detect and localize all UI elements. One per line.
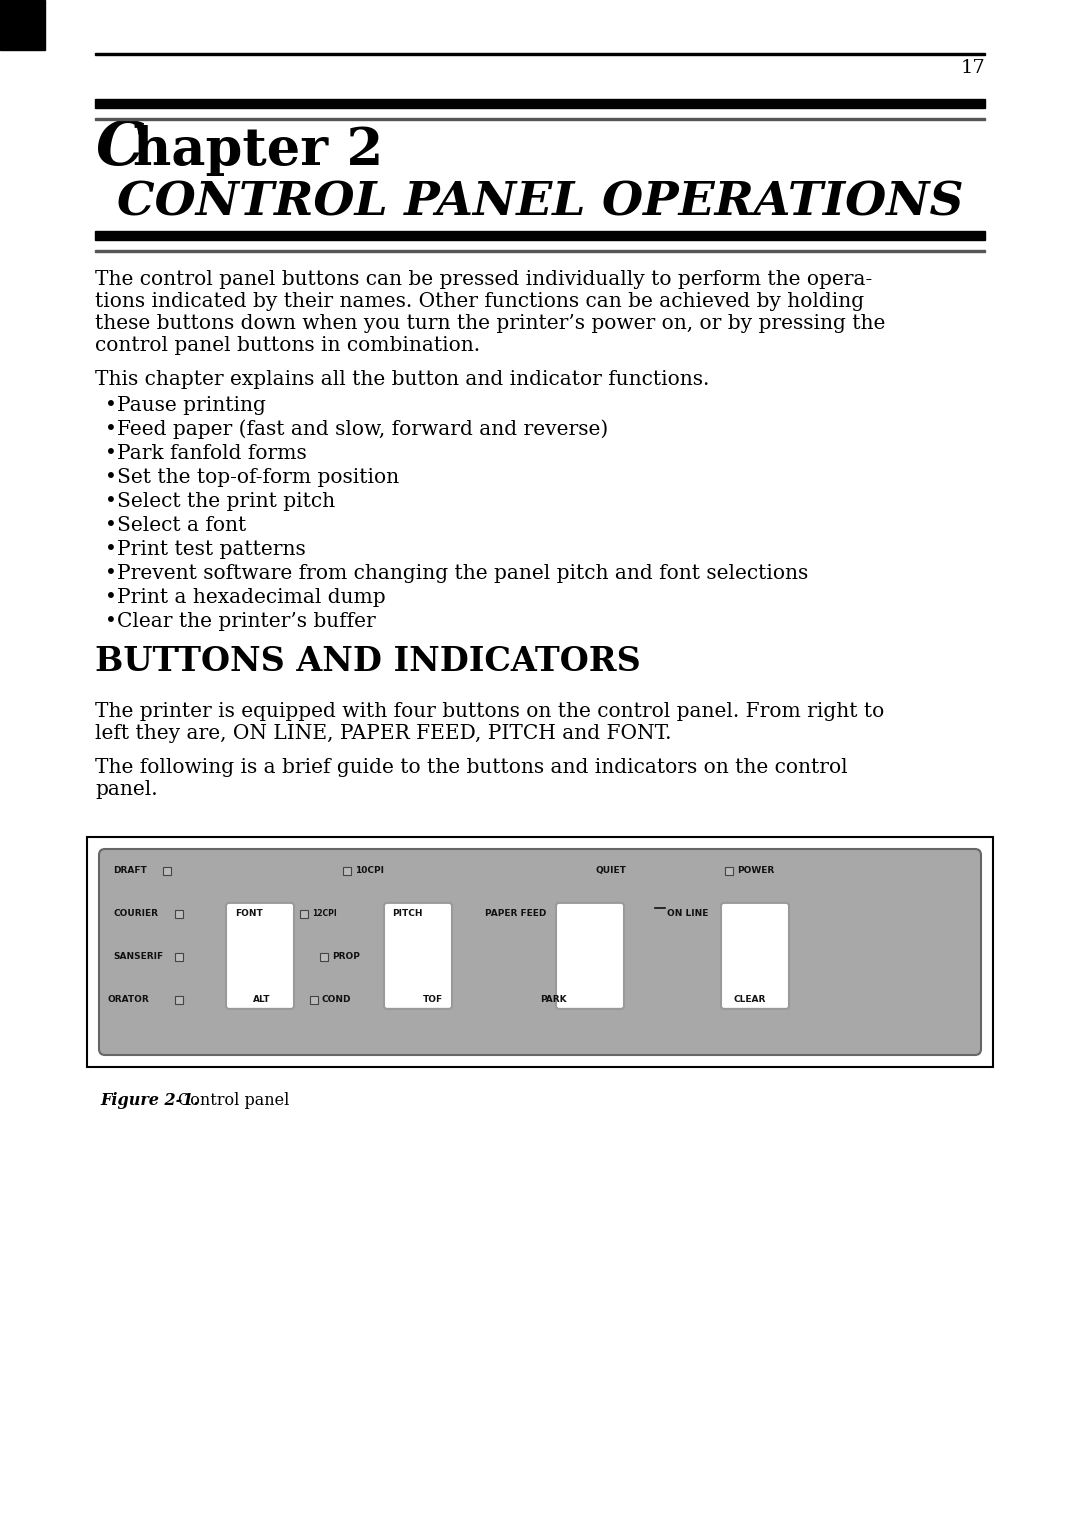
FancyBboxPatch shape <box>99 849 981 1055</box>
Text: •: • <box>105 445 117 463</box>
Bar <box>163 868 171 875</box>
Text: Print test patterns: Print test patterns <box>117 540 306 560</box>
Text: TOF: TOF <box>423 995 443 1004</box>
Text: Prevent software from changing the panel pitch and font selections: Prevent software from changing the panel… <box>117 564 808 583</box>
Text: CONTROL PANEL OPERATIONS: CONTROL PANEL OPERATIONS <box>117 179 963 225</box>
Bar <box>95 52 985 55</box>
Text: The control panel buttons can be pressed individually to perform the opera-: The control panel buttons can be pressed… <box>95 270 873 290</box>
Bar <box>310 996 318 1004</box>
Text: Pause printing: Pause printing <box>117 396 266 415</box>
Text: PROP: PROP <box>332 952 360 961</box>
Text: •: • <box>105 492 117 510</box>
Text: FONT: FONT <box>235 909 262 918</box>
Bar <box>95 250 985 251</box>
Text: C: C <box>95 118 144 178</box>
Text: Select a font: Select a font <box>117 517 246 535</box>
Text: Park fanfold forms: Park fanfold forms <box>117 445 307 463</box>
Text: hapter 2: hapter 2 <box>133 126 383 176</box>
FancyBboxPatch shape <box>556 903 624 1009</box>
Bar <box>320 954 328 961</box>
Bar <box>175 954 183 961</box>
Text: 12CPI: 12CPI <box>312 909 337 918</box>
Bar <box>95 231 985 241</box>
Text: Set the top-of-form position: Set the top-of-form position <box>117 468 400 487</box>
Bar <box>95 100 985 107</box>
Text: •: • <box>105 420 117 438</box>
Bar <box>175 996 183 1004</box>
Text: •: • <box>105 517 117 535</box>
Text: ON LINE: ON LINE <box>667 909 708 918</box>
Text: COND: COND <box>322 995 351 1004</box>
Bar <box>175 911 183 918</box>
Text: The printer is equipped with four buttons on the control panel. From right to: The printer is equipped with four button… <box>95 702 885 721</box>
Bar <box>87 837 993 1067</box>
Bar <box>300 911 308 918</box>
Text: 17: 17 <box>960 58 985 77</box>
Text: ALT: ALT <box>253 995 270 1004</box>
Text: DRAFT: DRAFT <box>113 866 147 875</box>
Text: Print a hexadecimal dump: Print a hexadecimal dump <box>117 589 386 607</box>
Text: PITCH: PITCH <box>392 909 422 918</box>
Text: panel.: panel. <box>95 780 158 799</box>
Text: •: • <box>105 396 117 415</box>
FancyBboxPatch shape <box>721 903 789 1009</box>
Text: control panel buttons in combination.: control panel buttons in combination. <box>95 336 481 356</box>
Text: •: • <box>105 589 117 607</box>
Bar <box>343 868 351 875</box>
FancyBboxPatch shape <box>384 903 453 1009</box>
FancyBboxPatch shape <box>226 903 294 1009</box>
Text: ORATOR: ORATOR <box>108 995 150 1004</box>
Text: POWER: POWER <box>737 866 774 875</box>
Text: Select the print pitch: Select the print pitch <box>117 492 335 510</box>
Text: The following is a brief guide to the buttons and indicators on the control: The following is a brief guide to the bu… <box>95 757 848 777</box>
Text: BUTTONS AND INDICATORS: BUTTONS AND INDICATORS <box>95 645 640 678</box>
Text: left they are, ON LINE, PAPER FEED, PITCH and FONT.: left they are, ON LINE, PAPER FEED, PITC… <box>95 724 672 744</box>
Text: Feed paper (fast and slow, forward and reverse): Feed paper (fast and slow, forward and r… <box>117 420 608 438</box>
Text: •: • <box>105 468 117 487</box>
Bar <box>725 868 733 875</box>
Text: SANSERIF: SANSERIF <box>113 952 163 961</box>
Text: •: • <box>105 564 117 583</box>
Text: Figure 2-1.: Figure 2-1. <box>100 1091 199 1108</box>
Text: PAPER FEED: PAPER FEED <box>485 909 546 918</box>
Text: •: • <box>105 540 117 560</box>
Text: PARK: PARK <box>540 995 567 1004</box>
Text: CLEAR: CLEAR <box>733 995 766 1004</box>
Text: QUIET: QUIET <box>595 866 626 875</box>
Text: tions indicated by their names. Other functions can be achieved by holding: tions indicated by their names. Other fu… <box>95 291 864 311</box>
Text: COURIER: COURIER <box>113 909 158 918</box>
Text: these buttons down when you turn the printer’s power on, or by pressing the: these buttons down when you turn the pri… <box>95 314 886 333</box>
Text: 10CPI: 10CPI <box>355 866 384 875</box>
Text: Control panel: Control panel <box>178 1091 289 1108</box>
Bar <box>95 118 985 120</box>
Text: Clear the printer’s buffer: Clear the printer’s buffer <box>117 612 376 632</box>
Text: •: • <box>105 612 117 632</box>
Text: This chapter explains all the button and indicator functions.: This chapter explains all the button and… <box>95 369 710 389</box>
Bar <box>0 0 45 51</box>
